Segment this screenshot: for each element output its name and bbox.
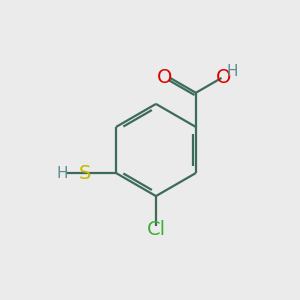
Text: O: O <box>215 68 231 86</box>
Text: H: H <box>227 64 238 79</box>
Text: Cl: Cl <box>146 220 166 239</box>
Text: H: H <box>56 166 68 181</box>
Text: S: S <box>79 164 91 182</box>
Text: O: O <box>157 68 172 87</box>
